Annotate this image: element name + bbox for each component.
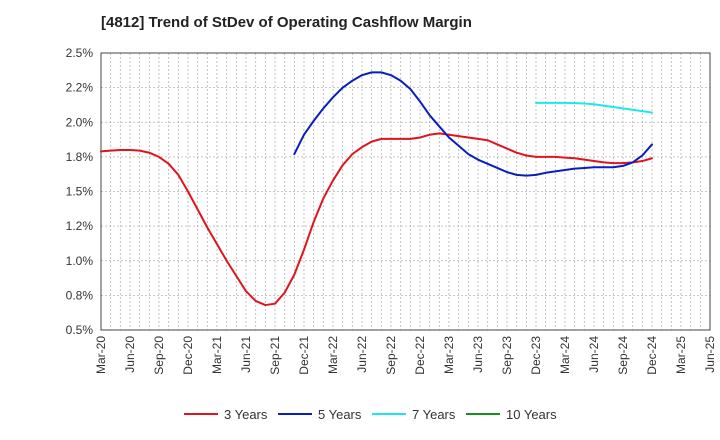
- x-tick-label: Sep-23: [500, 336, 514, 375]
- x-tick-label: Sep-20: [152, 336, 166, 375]
- y-tick-label: 0.5%: [66, 323, 94, 337]
- x-tick-label: Jun-23: [471, 336, 485, 373]
- x-tick-label: Dec-20: [181, 336, 195, 375]
- y-tick-label: 1.2%: [66, 219, 94, 233]
- legend-label: 10 Years: [506, 407, 557, 422]
- x-axis-tick-labels: Mar-20 Jun-20 Sep-20 Dec-20 Mar-21 Jun-21 Sep-…: [94, 336, 717, 375]
- y-tick-label: 0.8%: [66, 288, 94, 302]
- series-lines: [100, 71, 653, 307]
- x-tick-label: Mar-25: [674, 336, 688, 374]
- plot-border: [100, 52, 711, 331]
- x-tick-label: Jun-25: [703, 336, 717, 373]
- x-tick-label: Jun-22: [355, 336, 369, 373]
- y-tick-label: 1.0%: [66, 254, 94, 268]
- x-tick-label: Sep-21: [268, 336, 282, 375]
- y-tick-label: 2.2%: [66, 81, 94, 95]
- y-tick-label: 1.5%: [66, 185, 94, 199]
- legend-label: 5 Years: [318, 407, 362, 422]
- series-line: [100, 132, 653, 307]
- x-tick-label: Dec-24: [645, 336, 659, 375]
- series-line: [293, 71, 653, 177]
- x-tick-label: Dec-23: [529, 336, 543, 375]
- x-tick-label: Jun-24: [587, 336, 601, 373]
- x-tick-label: Mar-24: [558, 336, 572, 374]
- y-tick-label: 1.8%: [66, 150, 94, 164]
- x-tick-label: Mar-20: [94, 336, 108, 374]
- x-tick-label: Sep-22: [384, 336, 398, 375]
- legend-label: 3 Years: [224, 407, 268, 422]
- x-tick-label: Dec-22: [413, 336, 427, 375]
- grid-lines: [101, 53, 710, 330]
- x-tick-label: Mar-22: [326, 336, 340, 374]
- x-tick-label: Sep-24: [616, 336, 630, 375]
- x-tick-label: Mar-23: [442, 336, 456, 374]
- x-tick-label: Dec-21: [297, 336, 311, 375]
- x-tick-label: Mar-21: [210, 336, 224, 374]
- x-tick-label: Jun-20: [123, 336, 137, 373]
- series-line: [535, 101, 653, 114]
- legend: 3 Years 5 Years 7 Years 10 Years: [184, 407, 557, 422]
- y-tick-label: 2.0%: [66, 115, 94, 129]
- legend-label: 7 Years: [412, 407, 456, 422]
- chart-title: [4812] Trend of StDev of Operating Cashf…: [101, 14, 472, 31]
- y-tick-label: 2.5%: [66, 46, 94, 60]
- x-tick-label: Jun-21: [239, 336, 253, 373]
- y-axis-tick-labels: 0.5% 0.8% 1.0% 1.2% 1.5% 1.8% 2.0% 2.2% 2.5%: [66, 46, 94, 337]
